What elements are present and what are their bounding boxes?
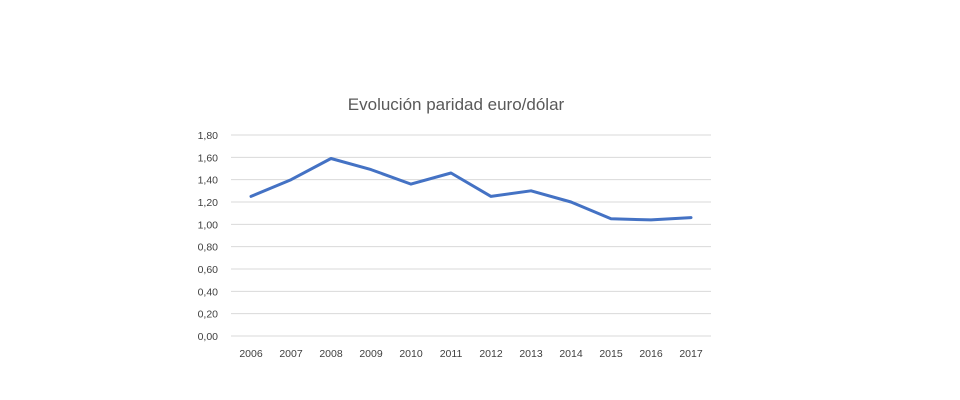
series-line — [249, 157, 693, 222]
y-tick-label: 0,00 — [198, 331, 219, 343]
x-axis-tick-labels: 2006 2007 2008 2009 2010 2011 2012 2013 2014 2015… — [239, 348, 703, 360]
y-tick-label: 0,80 — [198, 242, 219, 254]
y-tick-label: 0,40 — [198, 286, 219, 298]
x-tick-label: 2006 — [239, 348, 263, 360]
y-tick-label: 1,00 — [198, 219, 219, 231]
x-tick-label: 2008 — [319, 348, 343, 360]
x-tick-label: 2007 — [279, 348, 303, 360]
x-tick-label: 2015 — [599, 348, 623, 360]
x-tick-label: 2011 — [440, 348, 463, 360]
x-tick-label: 2013 — [519, 348, 543, 360]
y-tick-label: 0,60 — [198, 264, 219, 276]
y-tick-label: 1,60 — [198, 152, 219, 164]
gridlines — [231, 134, 711, 337]
chart-title: Evolución paridad euro/dólar — [348, 95, 565, 114]
y-axis-tick-labels: 0,00 0,20 0,40 0,60 0,80 1,00 1,20 1,40 1,60 1,80 — [198, 130, 219, 343]
y-tick-label: 1,40 — [198, 175, 219, 187]
y-tick-label: 1,80 — [198, 130, 219, 142]
x-tick-label: 2009 — [359, 348, 383, 360]
x-tick-label: 2010 — [399, 348, 423, 360]
y-tick-label: 0,20 — [198, 309, 219, 321]
x-tick-label: 2016 — [639, 348, 663, 360]
x-tick-label: 2012 — [479, 348, 503, 360]
series-layer — [249, 157, 693, 222]
x-tick-label: 2014 — [559, 348, 583, 360]
x-tick-label: 2017 — [679, 348, 703, 360]
y-tick-label: 1,20 — [198, 197, 219, 209]
